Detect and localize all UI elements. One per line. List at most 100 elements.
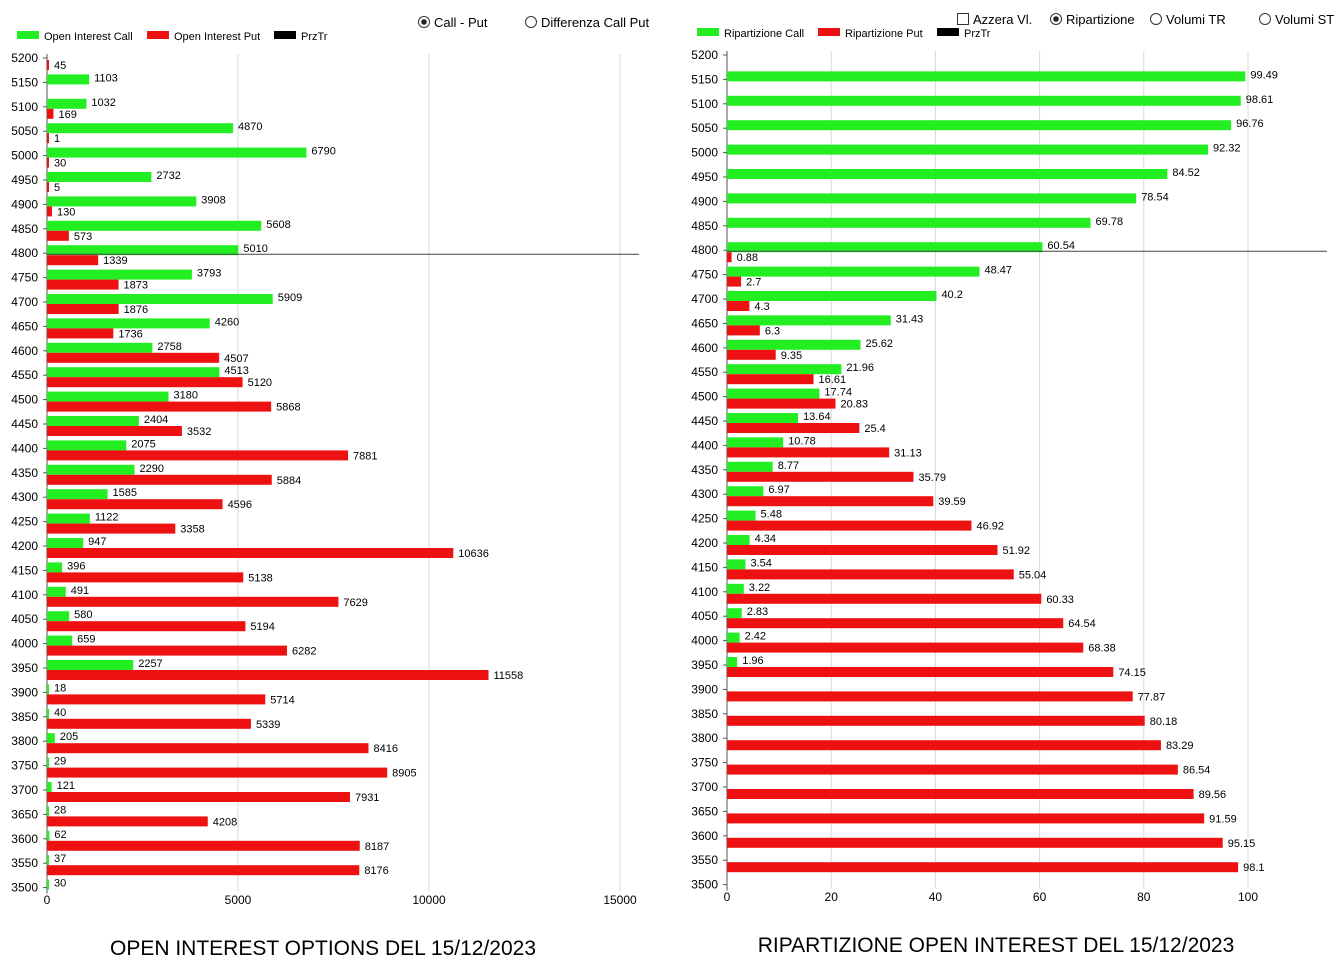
call-bar	[47, 513, 90, 524]
put-bar	[727, 374, 814, 385]
y-tick-label: 3650	[11, 807, 38, 821]
call-bar	[47, 245, 239, 256]
put-value-label: 89.56	[1199, 789, 1227, 801]
y-tick-label: 4800	[11, 246, 38, 260]
call-bar	[47, 367, 220, 378]
put-bar	[47, 865, 360, 876]
legend-label: Ripartizione Put	[845, 28, 923, 40]
call-value-label: 1032	[91, 97, 115, 109]
put-value-label: 8176	[364, 865, 388, 877]
y-tick-label: 4750	[691, 268, 718, 282]
call-value-label: 4870	[238, 121, 262, 133]
y-tick-label: 5100	[11, 100, 38, 114]
y-tick-label: 5100	[691, 97, 718, 111]
call-bar	[47, 416, 139, 426]
put-bar	[727, 520, 972, 531]
put-bar	[47, 230, 69, 241]
put-bar	[47, 279, 119, 290]
call-value-label: 99.49	[1250, 69, 1278, 81]
call-bar	[47, 660, 134, 670]
y-tick-label: 4850	[691, 219, 718, 233]
call-value-label: 30	[54, 878, 66, 890]
put-value-label: 1339	[103, 255, 127, 267]
y-tick-label: 4700	[691, 292, 718, 306]
put-value-label: 31.13	[894, 447, 922, 459]
x-tick-label: 60	[1033, 890, 1047, 904]
call-value-label: 29	[54, 756, 66, 768]
y-tick-label: 4500	[691, 390, 718, 404]
legend-label: Open Interest Call	[44, 31, 133, 43]
checkbox[interactable]	[957, 13, 969, 25]
call-bar	[47, 342, 153, 353]
put-bar	[727, 715, 1145, 726]
legend-label: PrzTr	[964, 28, 991, 40]
ripartizione-chart: 5200 5150 5100 5050 5000 4950 4900 4850 4800 4750…	[691, 28, 1327, 957]
y-tick-label: 3750	[691, 756, 718, 770]
legend-label: Ripartizione Call	[724, 28, 804, 40]
y-tick-label: 4750	[11, 271, 38, 285]
call-bar	[47, 269, 192, 280]
put-bar	[727, 569, 1014, 580]
put-bar	[47, 718, 251, 729]
call-bar	[47, 489, 108, 500]
put-value-label: 130	[57, 206, 75, 218]
y-tick-label: 4150	[691, 560, 718, 574]
put-value-label: 35.79	[918, 472, 946, 484]
put-value-label: 0.88	[737, 252, 758, 264]
put-bar	[727, 398, 836, 409]
call-bar	[47, 611, 70, 622]
call-bar	[727, 71, 1246, 82]
x-tick-label: 0	[724, 890, 731, 904]
put-value-label: 7931	[355, 792, 379, 804]
call-bar	[47, 635, 73, 646]
call-value-label: 205	[60, 731, 78, 743]
put-value-label: 5	[54, 182, 60, 194]
call-value-label: 396	[67, 560, 85, 572]
put-bar	[47, 450, 349, 461]
control-label: Differenza Call Put	[541, 15, 650, 30]
put-bar	[727, 349, 776, 360]
call-value-label: 4513	[224, 365, 248, 377]
put-value-label: 6.3	[765, 325, 780, 337]
put-value-label: 98.1	[1243, 862, 1264, 874]
put-value-label: 1736	[118, 328, 142, 340]
put-bar	[47, 206, 52, 217]
y-tick-label: 4350	[11, 466, 38, 480]
call-bar	[47, 220, 262, 231]
put-bar	[47, 60, 49, 70]
put-value-label: 45	[54, 60, 66, 72]
chart-title: OPEN INTEREST OPTIONS DEL 15/12/2023	[110, 937, 536, 960]
y-tick-label: 5050	[11, 124, 38, 138]
call-value-label: 1122	[95, 512, 119, 524]
call-value-label: 18	[54, 682, 66, 694]
put-value-label: 51.92	[1003, 545, 1031, 557]
call-value-label: 5010	[243, 243, 267, 255]
radio-button[interactable]	[1259, 13, 1271, 25]
legend-swatch	[274, 31, 296, 39]
radio-button[interactable]	[525, 16, 537, 28]
y-tick-label: 4650	[11, 319, 38, 333]
put-value-label: 5884	[277, 475, 301, 487]
put-bar	[727, 276, 742, 287]
chart-title: RIPARTIZIONE OPEN INTEREST DEL 15/12/202…	[758, 934, 1235, 957]
call-bar	[727, 388, 820, 399]
legend-swatch	[17, 31, 39, 39]
y-tick-label: 4450	[11, 417, 38, 431]
x-tick-label: 0	[44, 893, 51, 907]
call-value-label: 2.83	[747, 606, 768, 618]
y-tick-label: 4700	[11, 295, 38, 309]
radio-dot	[421, 19, 427, 25]
call-value-label: 10.78	[788, 435, 816, 447]
y-tick-label: 3550	[691, 853, 718, 867]
call-value-label: 40.2	[941, 289, 962, 301]
call-value-label: 25.62	[865, 338, 893, 350]
radio-button[interactable]	[1150, 13, 1162, 25]
call-bar	[47, 586, 66, 597]
x-tick-label: 80	[1137, 890, 1151, 904]
put-value-label: 7629	[343, 597, 367, 609]
x-tick-label: 15000	[603, 893, 637, 907]
call-value-label: 62	[54, 829, 66, 841]
legend-swatch	[697, 28, 719, 36]
put-value-label: 5120	[248, 377, 272, 389]
put-bar	[47, 816, 208, 827]
